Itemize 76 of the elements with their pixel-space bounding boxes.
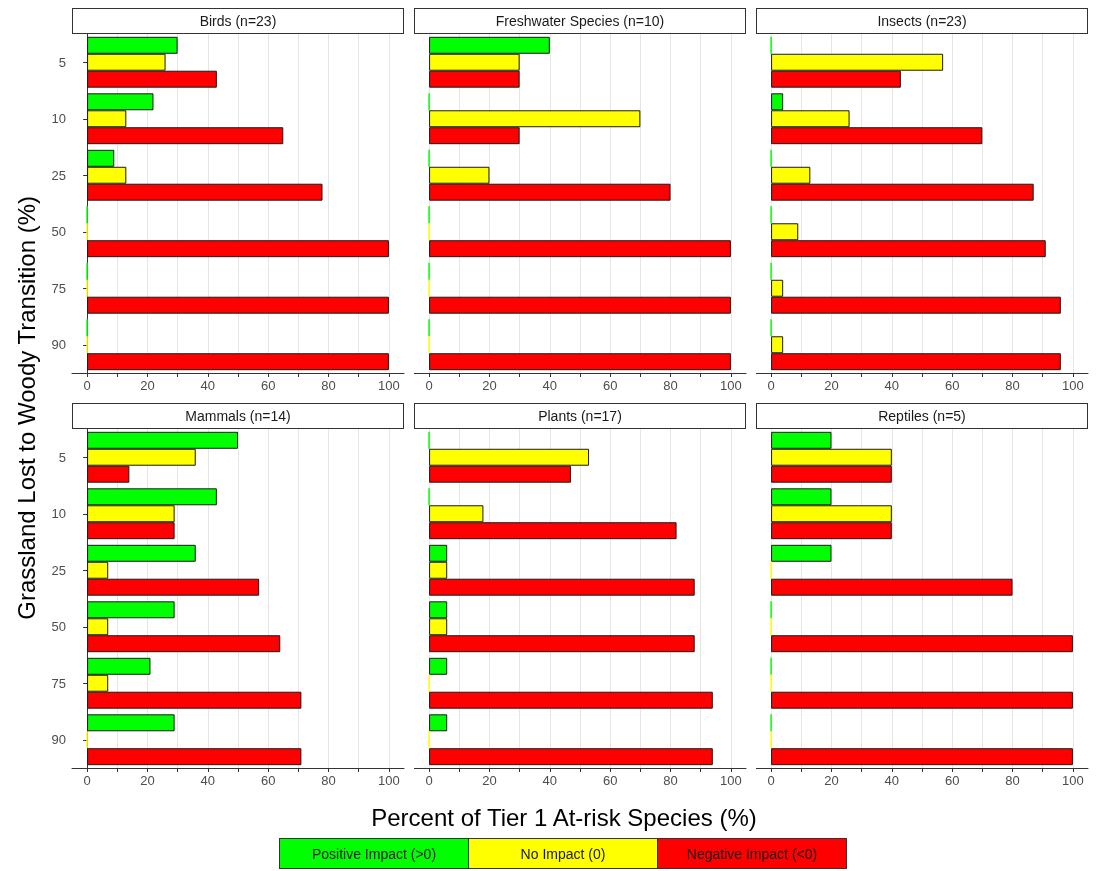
x-tick-label: 40 [200,378,216,393]
x-tick-label: 20 [824,773,839,788]
chart-title: Freshwater Species (n=10) [495,13,665,29]
x-tick-label: 60 [602,378,618,393]
x-tick-label: 100 [720,378,742,393]
x-tick-label: 40 [200,773,216,788]
bar [429,296,731,314]
y-tick-label: 90 [51,337,66,353]
y-tick-label: 90 [51,732,66,748]
y-tick-label: 10 [51,506,66,522]
y-tick-label: 25 [51,562,66,578]
y-tick-label: 75 [51,675,66,691]
bar [771,544,832,562]
x-tick-label: 100 [1062,378,1084,393]
chart-title: Insects (n=23) [877,13,967,29]
x-tick-label: 80 [321,773,336,788]
y-tick-label: 75 [51,280,66,296]
x-tick-label: 0 [767,773,775,788]
x-tick-label: 100 [1062,773,1084,788]
x-tick-label: 80 [321,378,336,393]
x-tick-label: 80 [663,773,678,788]
bar [771,635,1073,653]
x-tick-label: 20 [482,773,497,788]
x-tick-label: 0 [425,773,433,788]
bar [87,296,389,314]
x-tick-label: 100 [378,378,400,393]
y-tick-label: 5 [58,449,66,465]
x-tick-label: 0 [767,378,775,393]
x-tick-label: 40 [542,773,558,788]
x-tick-label: 100 [720,773,742,788]
y-tick-label: 50 [51,619,66,635]
chart-title: Reptiles (n=5) [878,408,966,424]
text: Positive Impact (>0) [311,845,437,862]
y-tick-label: 50 [51,224,66,240]
text: No Impact (0) [520,845,606,862]
x-axis-title: Percent of Tier 1 At-risk Species (%) [371,804,757,832]
bar [87,353,389,371]
y-tick-label: 10 [51,111,66,127]
x-tick-label: 80 [663,378,678,393]
bar [429,240,731,258]
x-tick-label: 0 [83,773,91,788]
y-axis-title: Grassland Lost to Woody Transition (%) [13,196,41,620]
text: Negative Impact (<0) [686,845,818,862]
x-tick-label: 20 [482,378,497,393]
bar [87,240,389,258]
x-tick-label: 60 [944,378,960,393]
bar [771,748,1073,766]
bar [771,691,1073,709]
x-tick-label: 60 [260,378,276,393]
chart-title: Mammals (n=14) [185,408,291,424]
x-tick-label: 40 [542,378,558,393]
x-tick-label: 20 [140,773,155,788]
x-tick-label: 0 [83,378,91,393]
x-tick-label: 60 [260,773,276,788]
bar [429,657,448,675]
bar [87,748,302,766]
y-tick-label: 25 [51,167,66,183]
x-tick-label: 60 [602,773,618,788]
x-tick-label: 20 [824,378,839,393]
bar [429,353,731,371]
x-tick-label: 40 [884,378,900,393]
x-tick-label: 80 [1005,378,1020,393]
x-tick-label: 80 [1005,773,1020,788]
chart-title: Birds (n=23) [199,13,277,29]
bar [87,714,175,732]
bar [771,578,1013,596]
x-tick-label: 40 [884,773,900,788]
y-tick-label: 5 [58,54,66,70]
bar [429,748,713,766]
chart-title: Plants (n=17) [538,408,622,424]
x-tick-label: 100 [378,773,400,788]
x-tick-label: 60 [944,773,960,788]
x-tick-label: 20 [140,378,155,393]
x-tick-label: 0 [425,378,433,393]
bar [429,691,713,709]
bar [429,714,448,732]
